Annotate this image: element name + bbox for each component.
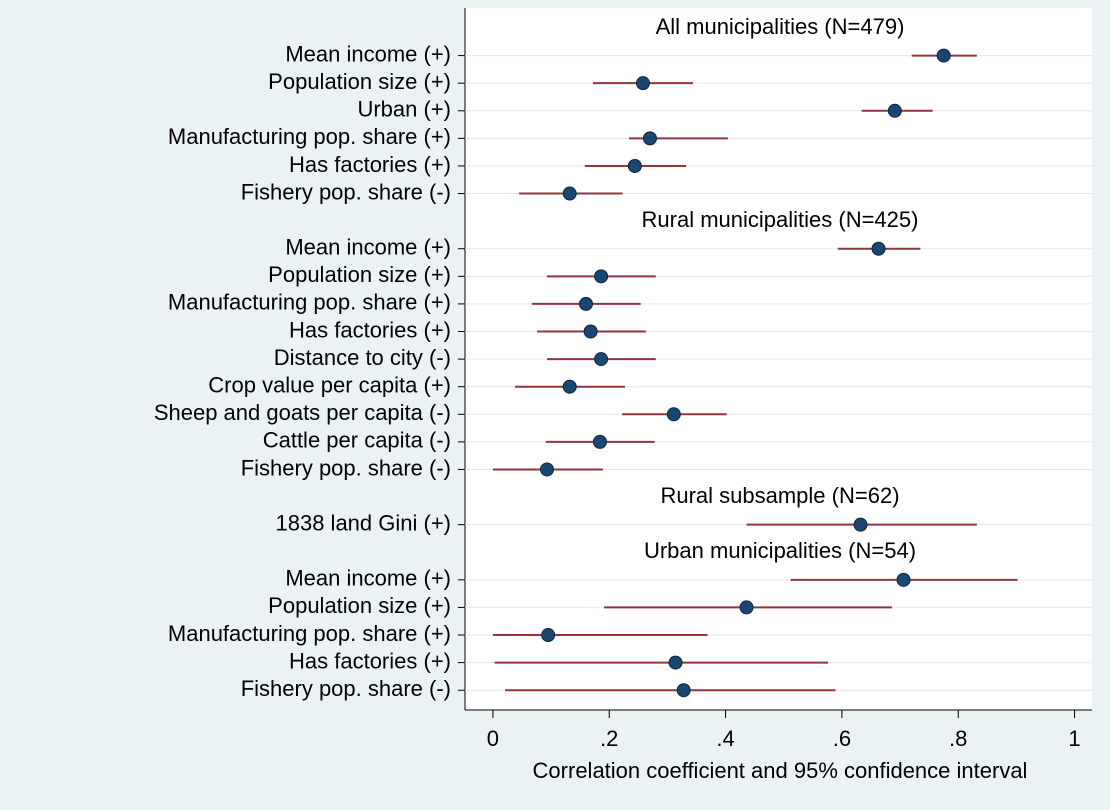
x-tick-label: 0 [487, 726, 499, 751]
y-tick-label: Sheep and goats per capita (-) [154, 400, 451, 425]
y-tick-label: Has factories (+) [289, 648, 451, 673]
estimate-point [594, 352, 609, 367]
estimate-point [853, 517, 868, 532]
estimate-point [578, 296, 593, 311]
y-tick-label: Has factories (+) [289, 317, 451, 342]
estimate-point [666, 407, 681, 422]
estimate-point [676, 683, 691, 698]
estimate-point [540, 462, 555, 477]
y-tick-label: Manufacturing pop. share (+) [168, 290, 451, 315]
y-tick-label: Fishery pop. share (-) [241, 676, 451, 701]
estimate-point [887, 103, 902, 118]
y-tick-label: Population size (+) [268, 262, 451, 287]
y-tick-label: Fishery pop. share (-) [241, 455, 451, 480]
y-tick-label: Urban (+) [357, 97, 451, 122]
y-tick-label: Distance to city (-) [274, 345, 451, 370]
group-title: Rural subsample (N=62) [660, 483, 899, 508]
estimate-point [583, 324, 598, 339]
group-title: Rural municipalities (N=425) [642, 207, 919, 232]
group-title: All municipalities (N=479) [656, 14, 905, 39]
y-tick-label: Manufacturing pop. share (+) [168, 621, 451, 646]
estimate-point [635, 76, 650, 91]
estimate-point [592, 434, 607, 449]
y-tick-label: Mean income (+) [285, 235, 451, 260]
y-tick-label: Population size (+) [268, 593, 451, 618]
estimate-point [541, 628, 556, 643]
estimate-point [562, 379, 577, 394]
estimate-point [562, 186, 577, 201]
estimate-point [627, 158, 642, 173]
y-tick-label: Mean income (+) [285, 41, 451, 66]
x-tick-label: 1 [1068, 726, 1080, 751]
x-tick-label: .2 [600, 726, 618, 751]
y-tick-label: Fishery pop. share (-) [241, 179, 451, 204]
group-title: Urban municipalities (N=54) [644, 538, 916, 563]
x-tick-label: .8 [949, 726, 967, 751]
x-tick-label: .6 [833, 726, 851, 751]
y-tick-label: Has factories (+) [289, 152, 451, 177]
estimate-point [642, 131, 657, 146]
y-tick-label: Crop value per capita (+) [208, 373, 451, 398]
y-tick-label: Cattle per capita (-) [263, 428, 451, 453]
y-tick-label: Mean income (+) [285, 566, 451, 591]
y-tick-label: Population size (+) [268, 69, 451, 94]
estimate-point [739, 600, 754, 615]
x-axis-title: Correlation coefficient and 95% confiden… [533, 758, 1028, 783]
estimate-point [896, 572, 911, 587]
y-tick-label: 1838 land Gini (+) [276, 510, 452, 535]
estimate-point [871, 241, 886, 256]
estimate-point [668, 655, 683, 670]
estimate-point [936, 48, 951, 63]
estimate-point [594, 269, 609, 284]
y-tick-label: Manufacturing pop. share (+) [168, 124, 451, 149]
x-tick-label: .4 [716, 726, 734, 751]
